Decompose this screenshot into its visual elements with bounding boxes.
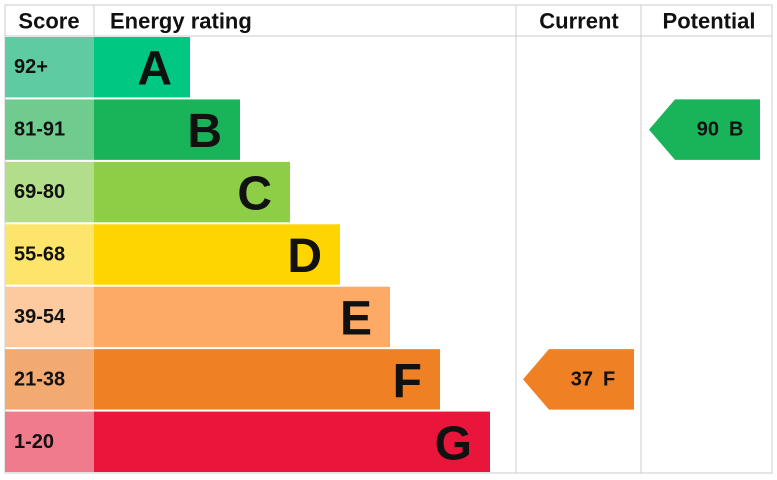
potential-letter: B bbox=[729, 119, 743, 141]
current-arrow bbox=[523, 349, 634, 410]
rating-bar bbox=[94, 37, 190, 98]
potential-header: Potential bbox=[663, 9, 756, 34]
rating-bar bbox=[94, 286, 390, 348]
score-cell bbox=[5, 37, 94, 98]
rating-bar bbox=[94, 349, 440, 410]
score-header: Score bbox=[18, 9, 79, 34]
score-label: 1-20 bbox=[14, 431, 54, 453]
rating-bar bbox=[94, 161, 290, 223]
rating-letter: D bbox=[287, 230, 322, 283]
score-cell bbox=[5, 349, 94, 410]
score-cell bbox=[5, 286, 94, 348]
rating-letter: G bbox=[435, 417, 472, 470]
score-label: 55-68 bbox=[14, 244, 65, 266]
rating-letter: B bbox=[187, 105, 222, 158]
score-label: 21-38 bbox=[14, 368, 65, 390]
potential-value: 90 bbox=[697, 119, 719, 141]
rating-header: Energy rating bbox=[110, 9, 252, 34]
current-value: 37 bbox=[571, 368, 593, 390]
score-label: 81-91 bbox=[14, 119, 65, 141]
score-cell bbox=[5, 224, 94, 285]
score-label: 39-54 bbox=[14, 306, 66, 328]
potential-arrow bbox=[649, 99, 760, 160]
score-cell bbox=[5, 99, 94, 160]
rating-letter: F bbox=[393, 355, 422, 408]
current-letter: F bbox=[603, 368, 615, 390]
score-cell bbox=[5, 161, 94, 223]
rating-letter: A bbox=[137, 43, 172, 96]
rating-letter: C bbox=[237, 168, 272, 221]
score-cell bbox=[5, 411, 94, 472]
score-label: 69-80 bbox=[14, 181, 65, 203]
score-label: 92+ bbox=[14, 56, 48, 78]
rating-bar bbox=[94, 411, 490, 472]
rating-letter: E bbox=[340, 292, 372, 345]
current-header: Current bbox=[539, 9, 619, 34]
rating-bar bbox=[94, 99, 240, 160]
rating-bar bbox=[94, 224, 340, 285]
